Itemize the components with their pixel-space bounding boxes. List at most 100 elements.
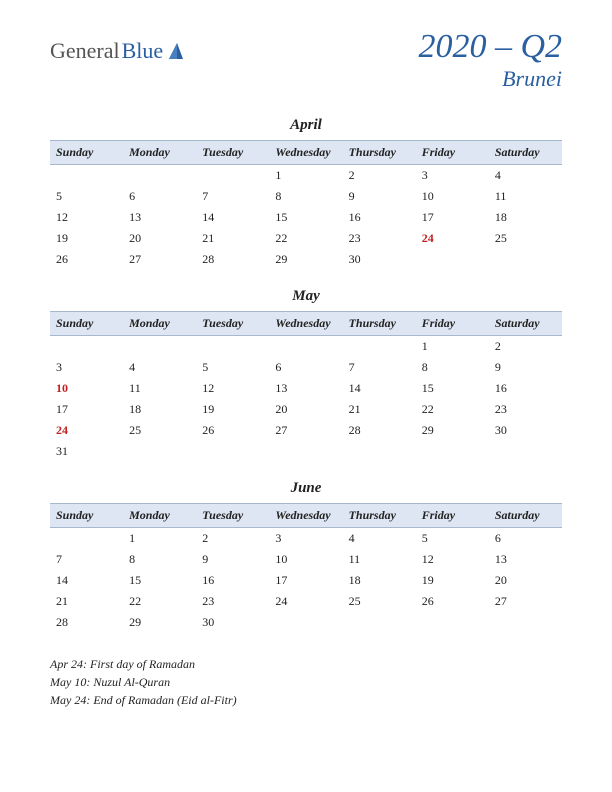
weekday-header: Monday [123, 504, 196, 528]
weekday-header: Tuesday [196, 504, 269, 528]
calendar-row: 282930 [50, 612, 562, 633]
holiday-notes: Apr 24: First day of RamadanMay 10: Nuzu… [50, 655, 562, 709]
calendar-cell: 11 [123, 378, 196, 399]
weekday-header: Thursday [343, 312, 416, 336]
logo-text-general: General [50, 38, 120, 64]
weekday-header: Monday [123, 312, 196, 336]
calendar-cell: 4 [343, 528, 416, 550]
weekday-header: Monday [123, 141, 196, 165]
calendar-cell: 31 [50, 441, 123, 462]
calendar-cell: 6 [489, 528, 562, 550]
calendar-cell [416, 249, 489, 270]
weekday-header: Thursday [343, 504, 416, 528]
calendar-cell: 24 [50, 420, 123, 441]
calendar-cell: 16 [489, 378, 562, 399]
month-block: May SundayMondayTuesdayWednesdayThursdayF… [50, 288, 562, 462]
calendar-cell: 28 [196, 249, 269, 270]
weekday-header: Sunday [50, 141, 123, 165]
weekday-header: Friday [416, 141, 489, 165]
calendar-cell: 28 [50, 612, 123, 633]
calendar-cell: 22 [416, 399, 489, 420]
calendar-cell [50, 336, 123, 358]
calendar-cell: 7 [343, 357, 416, 378]
calendar-cell: 1 [123, 528, 196, 550]
calendar-cell: 13 [269, 378, 342, 399]
calendar-row: 12131415161718 [50, 207, 562, 228]
calendar-row: 123456 [50, 528, 562, 550]
calendar-row: 31 [50, 441, 562, 462]
holiday-note: May 10: Nuzul Al-Quran [50, 673, 562, 691]
month-name: May [50, 288, 562, 305]
calendar-cell: 18 [489, 207, 562, 228]
calendar-cell [50, 528, 123, 550]
calendar-cell: 4 [489, 165, 562, 187]
calendar-cell: 12 [196, 378, 269, 399]
calendar-cell: 25 [123, 420, 196, 441]
calendar-cell: 11 [489, 186, 562, 207]
calendar-cell: 23 [343, 228, 416, 249]
calendar-cell: 5 [416, 528, 489, 550]
month-block: April SundayMondayTuesdayWednesdayThursda… [50, 117, 562, 270]
calendar-cell: 26 [416, 591, 489, 612]
calendar-cell: 1 [416, 336, 489, 358]
calendar-row: 24252627282930 [50, 420, 562, 441]
calendar-row: 10111213141516 [50, 378, 562, 399]
calendar-cell [196, 441, 269, 462]
calendar-cell: 14 [196, 207, 269, 228]
calendar-cell: 7 [196, 186, 269, 207]
calendar-cell: 1 [269, 165, 342, 187]
calendar-table: SundayMondayTuesdayWednesdayThursdayFrid… [50, 503, 562, 633]
calendar-cell [50, 165, 123, 187]
title-main: 2020 – Q2 [418, 30, 562, 64]
calendar-cell: 10 [269, 549, 342, 570]
calendar-cell: 3 [416, 165, 489, 187]
calendar-cell: 17 [269, 570, 342, 591]
weekday-header: Saturday [489, 141, 562, 165]
calendar-cell: 30 [343, 249, 416, 270]
calendar-row: 78910111213 [50, 549, 562, 570]
calendar-cell [123, 165, 196, 187]
calendar-cell: 22 [269, 228, 342, 249]
calendar-cell [416, 441, 489, 462]
calendar-cell: 29 [416, 420, 489, 441]
weekday-header-row: SundayMondayTuesdayWednesdayThursdayFrid… [50, 312, 562, 336]
calendar-row: 17181920212223 [50, 399, 562, 420]
calendar-cell [489, 612, 562, 633]
calendar-cell: 26 [50, 249, 123, 270]
calendar-cell: 18 [343, 570, 416, 591]
calendar-row: 12 [50, 336, 562, 358]
calendar-cell: 30 [489, 420, 562, 441]
calendar-row: 21222324252627 [50, 591, 562, 612]
weekday-header: Wednesday [269, 312, 342, 336]
calendar-cell: 24 [269, 591, 342, 612]
calendar-cell [269, 336, 342, 358]
calendar-table: SundayMondayTuesdayWednesdayThursdayFrid… [50, 140, 562, 270]
calendar-cell: 15 [123, 570, 196, 591]
logo-sail-icon [167, 41, 187, 61]
calendar-cell: 2 [196, 528, 269, 550]
calendar-cell: 10 [416, 186, 489, 207]
calendar-row: 2627282930 [50, 249, 562, 270]
calendar-cell [343, 612, 416, 633]
calendar-cell: 13 [489, 549, 562, 570]
calendar-cell: 25 [343, 591, 416, 612]
calendar-cell [343, 441, 416, 462]
calendars-container: AprilSundayMondayTuesdayWednesdayThursda… [50, 117, 562, 633]
month-name: April [50, 117, 562, 134]
header: General Blue 2020 – Q2 Brunei [50, 30, 562, 92]
calendar-cell: 17 [416, 207, 489, 228]
calendar-cell: 8 [123, 549, 196, 570]
calendar-cell: 3 [269, 528, 342, 550]
weekday-header-row: SundayMondayTuesdayWednesdayThursdayFrid… [50, 504, 562, 528]
holiday-note: Apr 24: First day of Ramadan [50, 655, 562, 673]
month-name: June [50, 480, 562, 497]
calendar-cell: 2 [489, 336, 562, 358]
calendar-cell: 11 [343, 549, 416, 570]
calendar-cell: 20 [123, 228, 196, 249]
calendar-cell [269, 612, 342, 633]
calendar-cell: 7 [50, 549, 123, 570]
calendar-cell: 17 [50, 399, 123, 420]
weekday-header: Saturday [489, 312, 562, 336]
weekday-header: Friday [416, 504, 489, 528]
calendar-cell: 6 [269, 357, 342, 378]
